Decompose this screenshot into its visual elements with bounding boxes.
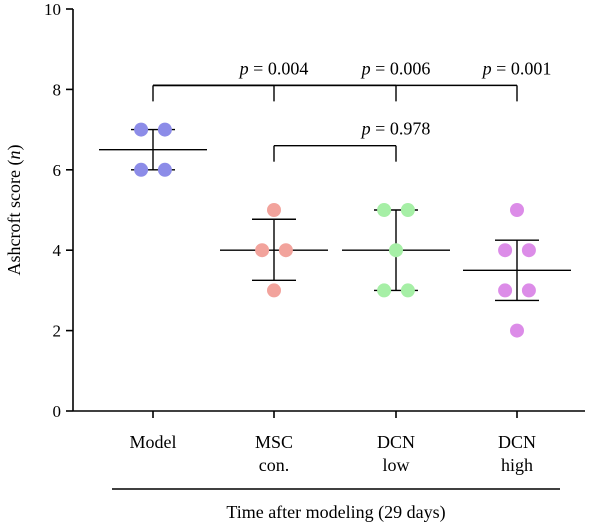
- y-tick-label: 8: [53, 80, 62, 99]
- data-point: [498, 283, 513, 298]
- category-label: DCN high: [498, 432, 536, 475]
- data-point: [278, 243, 293, 258]
- mean-sd-bars: [99, 128, 571, 302]
- data-point: [498, 243, 513, 258]
- y-tick-label: 6: [53, 161, 62, 180]
- data-point: [134, 122, 149, 137]
- data-point: [400, 203, 415, 217]
- p-value-label: p = 0.006: [360, 58, 431, 78]
- data-point: [400, 283, 415, 298]
- y-tick-label: 10: [44, 0, 61, 19]
- data-point: [157, 122, 172, 137]
- data-point: [510, 203, 524, 217]
- category-label: Model: [130, 432, 177, 452]
- significance-brackets: p = 0.004 p = 0.006 p = 0.001 p = 0.978: [152, 58, 552, 162]
- y-tick-label: 2: [53, 322, 62, 341]
- data-point: [267, 283, 281, 298]
- p-value-label: p = 0.004: [238, 58, 309, 78]
- data-point: [255, 243, 270, 258]
- data-point: [510, 323, 524, 338]
- p-value-label: p = 0.001: [481, 58, 552, 78]
- data-points: [134, 122, 536, 338]
- data-point: [267, 203, 281, 217]
- data-point: [157, 162, 172, 177]
- data-point: [134, 162, 149, 177]
- data-point: [521, 283, 536, 298]
- category-label: DCN low: [377, 432, 415, 475]
- p-value-label: p = 0.978: [360, 119, 431, 139]
- y-tick-label: 4: [53, 241, 62, 260]
- x-axis-title: Time after modeling (29 days): [226, 502, 445, 523]
- data-point: [521, 243, 536, 258]
- category-label: MSC con.: [255, 432, 293, 475]
- labels: Ashcroft score (n) Model MSC con. DCN low DCN h…: [4, 145, 536, 523]
- data-point: [389, 243, 403, 258]
- y-axis-title: Ashcroft score (n): [4, 145, 25, 276]
- y-tick-label: 0: [53, 402, 62, 421]
- data-point: [377, 283, 392, 298]
- data-point: [377, 203, 392, 217]
- axes: 0 2 4 6 8 10: [44, 0, 585, 490]
